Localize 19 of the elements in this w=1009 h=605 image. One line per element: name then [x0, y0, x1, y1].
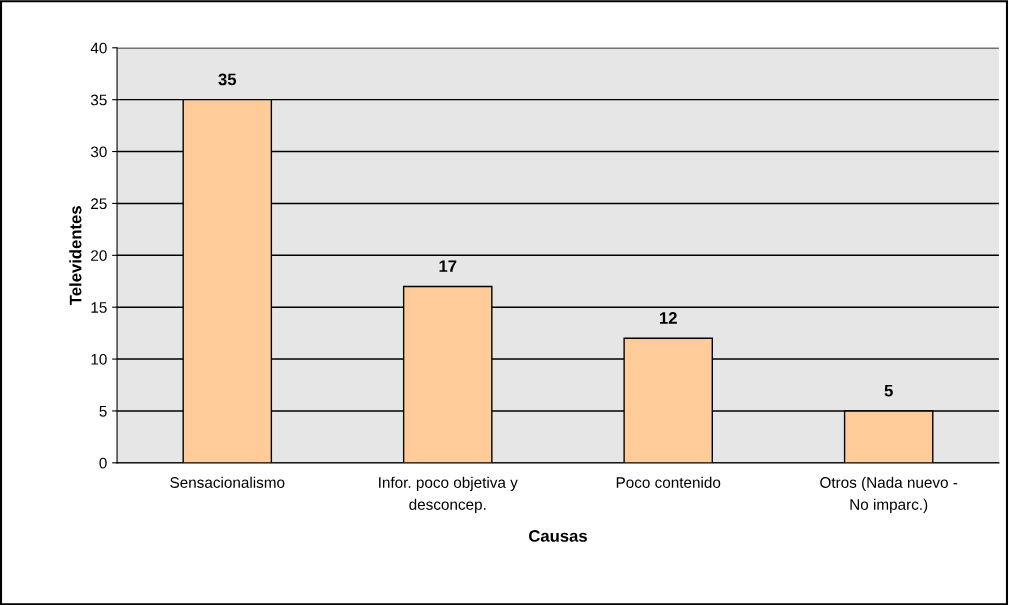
x-tick-label: Otros (Nada nuevo - No imparc.) [820, 476, 958, 513]
y-tick-label: 15 [91, 302, 107, 313]
data-label: 35 [218, 73, 237, 86]
data-label: 17 [439, 260, 457, 272]
data-label: 12 [659, 312, 677, 324]
x-axis-title: Causas [529, 530, 587, 542]
y-tick-label: 0 [99, 457, 107, 469]
y-tick-label: 25 [91, 198, 107, 210]
data-label: 5 [884, 384, 893, 397]
y-tick-label: 35 [90, 94, 107, 106]
y-axis-title: Televidentes [69, 206, 82, 305]
y-tick-label: 5 [99, 405, 107, 417]
y-tick-label: 30 [90, 146, 107, 158]
x-tick-label: Poco contenido [616, 476, 721, 488]
y-tick-label: 10 [91, 353, 107, 365]
x-tick-label: Infor. poco objetiva y desconcep. [379, 476, 518, 513]
x-tick-label: Sensacionalismo [170, 476, 285, 488]
y-tick-label: 40 [90, 42, 107, 54]
y-tick-label: 20 [91, 250, 107, 261]
